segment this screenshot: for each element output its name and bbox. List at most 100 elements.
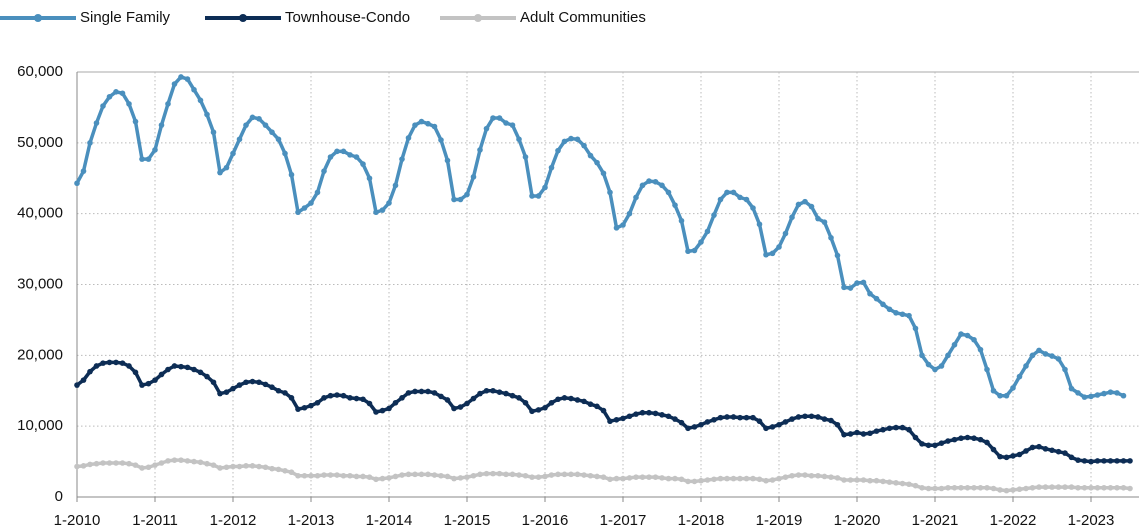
point xyxy=(1107,484,1114,491)
point xyxy=(594,159,600,166)
x-tick-label: 1-2010 xyxy=(54,512,101,529)
y-tick-label: 30,000 xyxy=(17,275,63,292)
point xyxy=(327,392,334,399)
point xyxy=(730,475,737,482)
point xyxy=(899,311,906,318)
point xyxy=(951,436,958,443)
point xyxy=(841,431,847,438)
point xyxy=(711,416,717,423)
point xyxy=(587,152,594,159)
point xyxy=(522,399,529,406)
point xyxy=(132,369,139,376)
point xyxy=(724,414,730,420)
point xyxy=(236,382,243,388)
point xyxy=(386,475,392,481)
point xyxy=(1055,484,1062,490)
point xyxy=(1107,389,1114,395)
point xyxy=(171,81,178,87)
point xyxy=(873,477,880,484)
point xyxy=(275,466,282,473)
point xyxy=(399,156,405,162)
point xyxy=(197,97,204,104)
point xyxy=(542,184,548,191)
point xyxy=(477,471,483,478)
point xyxy=(743,196,750,203)
point xyxy=(496,389,503,395)
y-tick-label: 60,000 xyxy=(17,63,63,80)
point xyxy=(1075,457,1081,463)
point xyxy=(1055,356,1062,362)
point xyxy=(457,196,464,203)
point xyxy=(217,390,223,397)
point xyxy=(750,414,756,421)
point xyxy=(1068,484,1075,490)
point xyxy=(399,472,405,478)
point xyxy=(548,164,555,171)
point xyxy=(1010,453,1016,459)
y-tick-label: 10,000 xyxy=(17,417,63,434)
point xyxy=(353,154,360,160)
point xyxy=(457,404,464,410)
point xyxy=(977,436,984,443)
point xyxy=(711,212,717,218)
point xyxy=(659,412,665,418)
point xyxy=(262,122,269,128)
y-tick-label: 0 xyxy=(55,488,63,505)
point xyxy=(867,430,873,437)
point xyxy=(789,416,795,422)
point xyxy=(379,407,386,414)
point xyxy=(464,191,470,198)
point xyxy=(756,221,763,228)
point xyxy=(568,135,574,142)
point xyxy=(412,122,418,128)
point xyxy=(672,202,678,208)
point xyxy=(405,471,412,478)
point xyxy=(295,472,301,479)
point xyxy=(607,476,613,483)
point xyxy=(841,284,847,291)
point xyxy=(919,441,925,447)
point xyxy=(730,189,737,196)
point xyxy=(529,193,535,199)
point xyxy=(269,129,275,136)
point xyxy=(243,122,249,128)
point xyxy=(1003,392,1010,399)
point xyxy=(841,477,847,483)
point xyxy=(451,475,457,482)
legend-marker xyxy=(239,14,247,22)
point xyxy=(451,196,457,203)
x-tick-label: 1-2014 xyxy=(366,512,413,529)
point xyxy=(665,475,672,482)
point xyxy=(165,366,171,373)
point xyxy=(698,421,704,428)
point xyxy=(997,487,1003,493)
point xyxy=(613,225,620,231)
point xyxy=(113,359,119,366)
point xyxy=(932,366,938,373)
point xyxy=(821,219,828,225)
point xyxy=(392,399,399,406)
point xyxy=(301,404,308,411)
point xyxy=(1075,484,1081,491)
point xyxy=(204,373,210,380)
point xyxy=(984,366,990,373)
point xyxy=(594,403,600,410)
point xyxy=(912,482,919,489)
point xyxy=(737,475,743,482)
point xyxy=(418,471,425,478)
point xyxy=(418,388,425,395)
point xyxy=(886,425,893,432)
point xyxy=(314,189,321,196)
point xyxy=(470,174,477,180)
x-tick-label: 1-2012 xyxy=(210,512,257,529)
point xyxy=(522,472,529,479)
point xyxy=(626,475,633,481)
point xyxy=(581,398,587,405)
point xyxy=(821,416,828,422)
point xyxy=(236,463,243,470)
point xyxy=(1023,448,1029,454)
point xyxy=(425,388,431,395)
point xyxy=(1003,487,1010,494)
point xyxy=(1003,454,1010,461)
point xyxy=(80,377,87,383)
